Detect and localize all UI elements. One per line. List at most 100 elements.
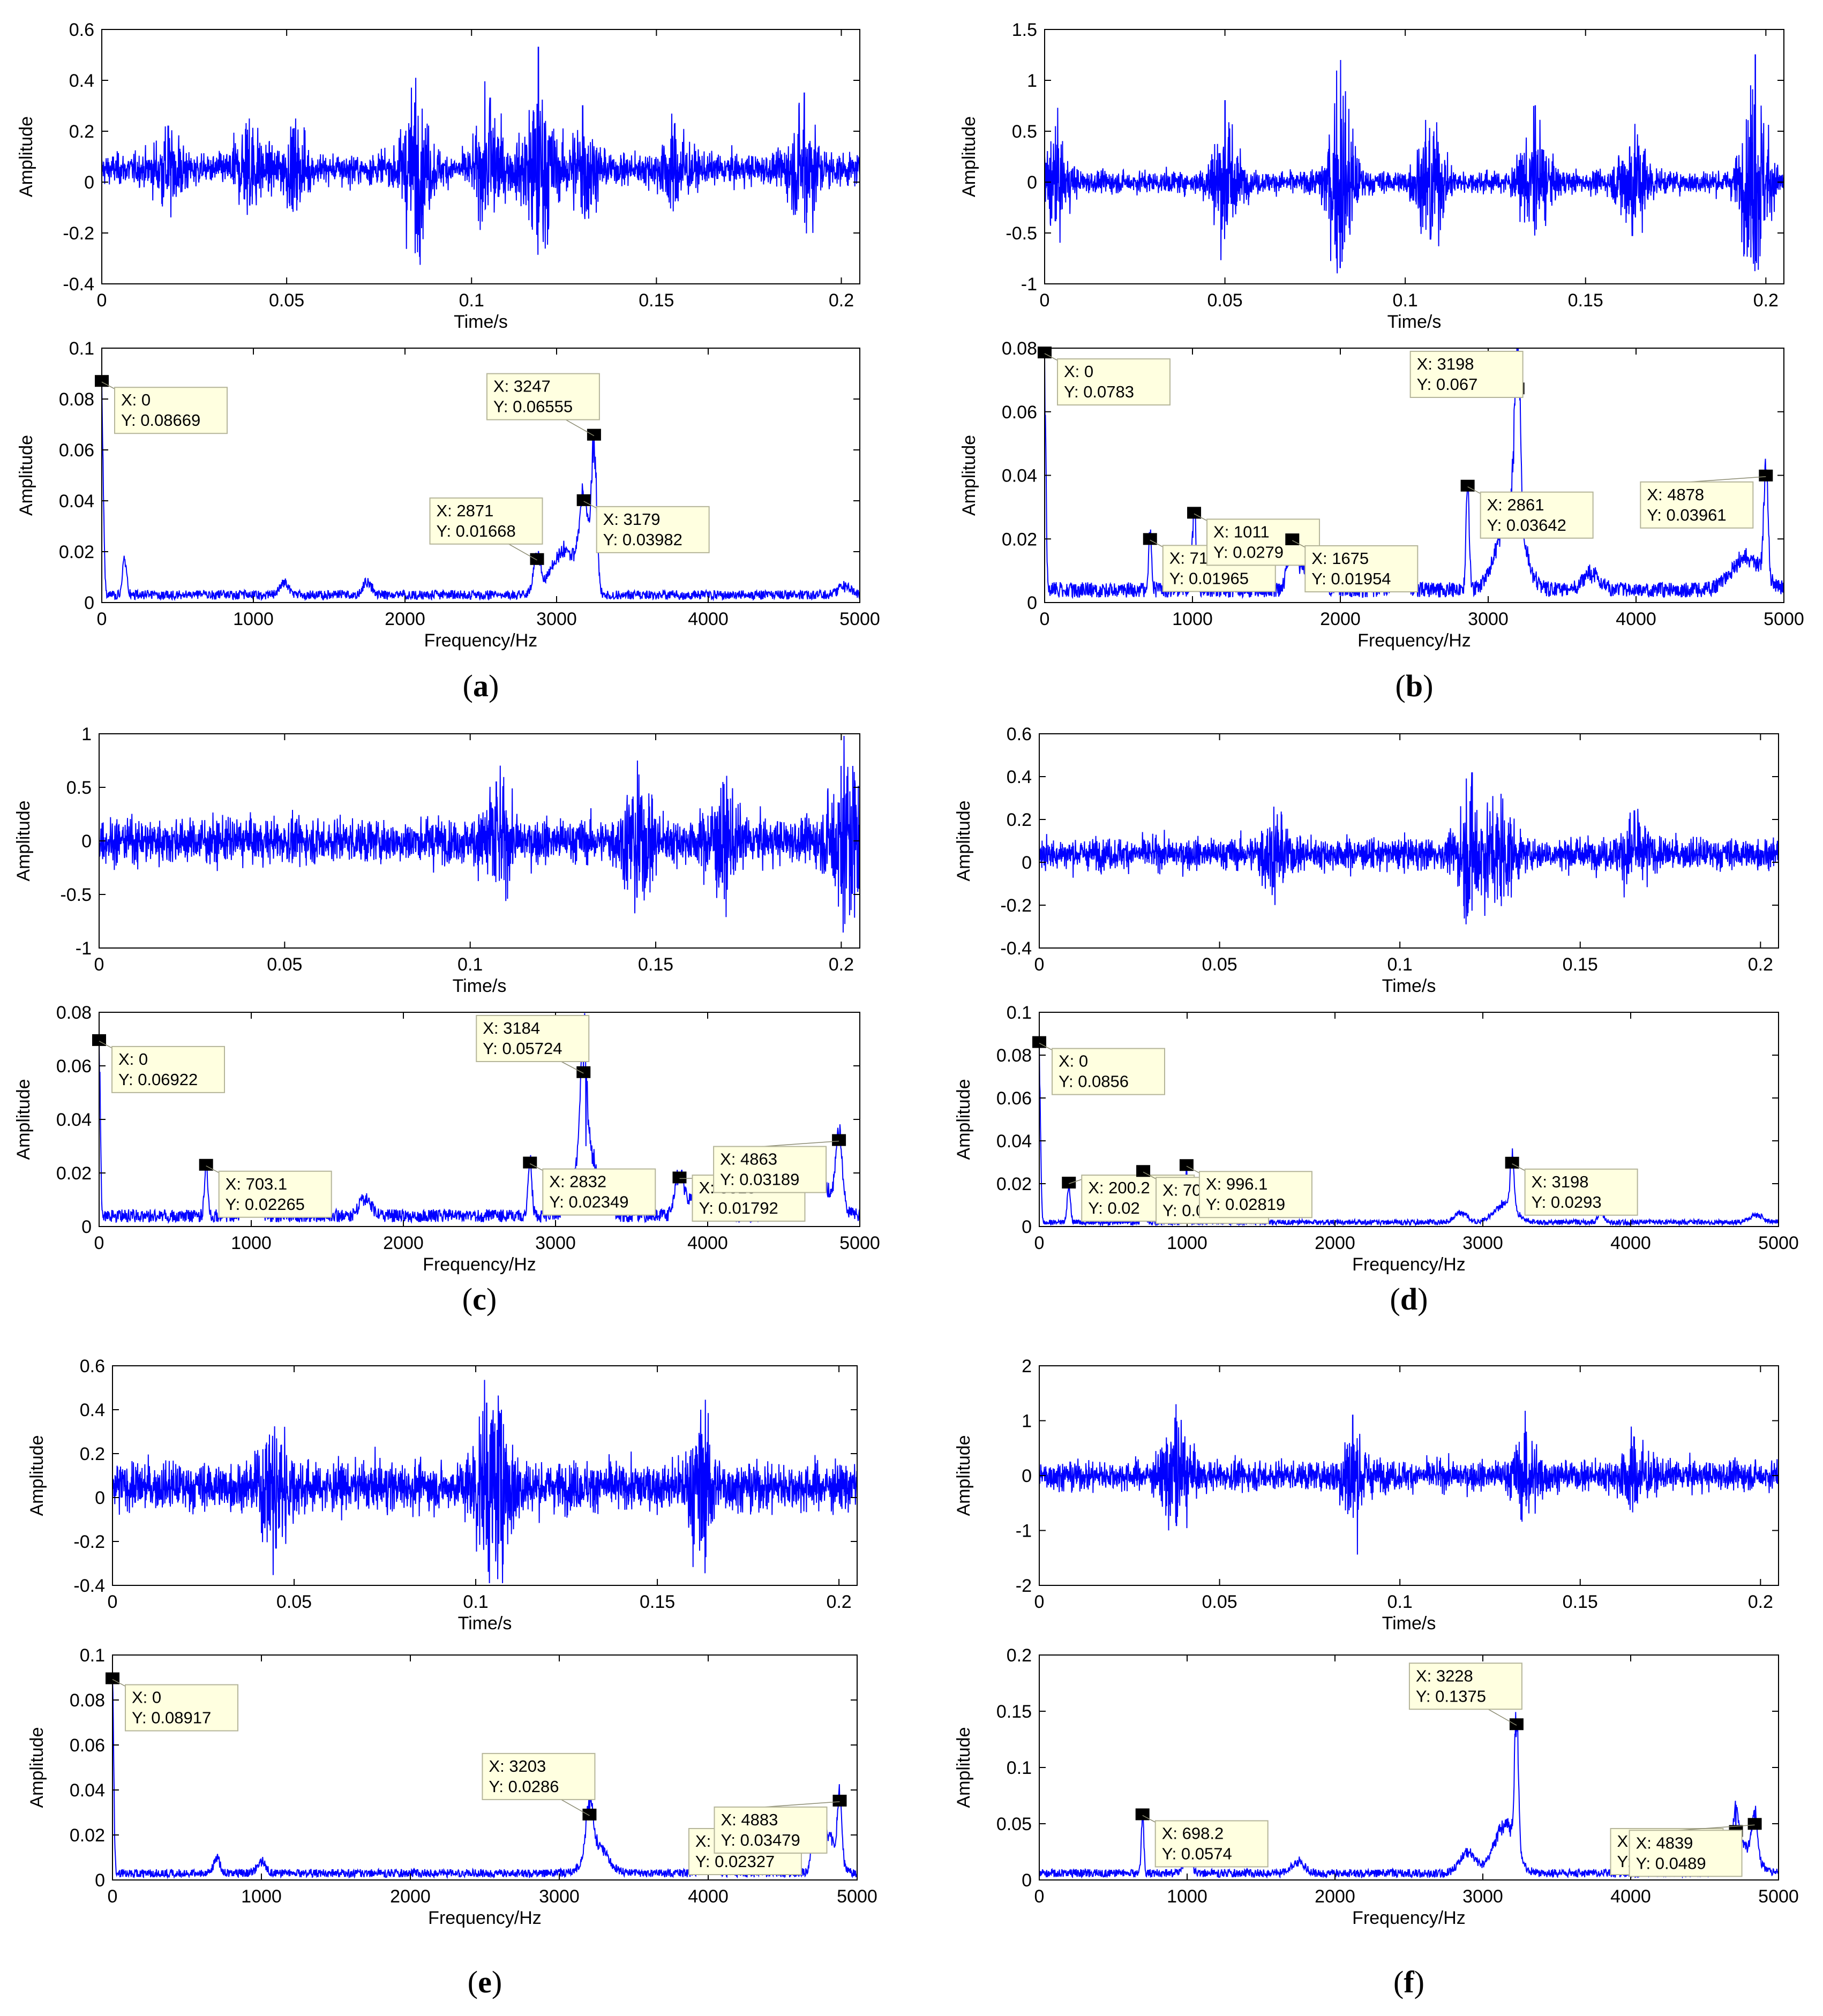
datatip-y-value: Y: 0.0293 — [1532, 1193, 1602, 1212]
y-tick-label: 0 — [1022, 1870, 1032, 1891]
datatip-box[interactable] — [714, 1806, 828, 1854]
y-tick-label: 0.06 — [996, 1088, 1032, 1109]
x-tick-label: 0 — [94, 1233, 104, 1253]
datatip-box[interactable] — [486, 373, 600, 420]
x-tick-label: 4000 — [1610, 1233, 1651, 1253]
datatip-marker[interactable] — [1747, 1818, 1762, 1830]
datatip-box[interactable] — [1629, 1830, 1743, 1877]
y-tick-label: 0.5 — [66, 778, 92, 798]
time-signal-line — [1039, 1404, 1779, 1555]
y-axis-label: Amplitude — [954, 1079, 974, 1160]
y-tick-label: 0.4 — [80, 1400, 105, 1420]
y-tick-label: 0.6 — [80, 1356, 105, 1376]
datatip-x-value: X: 2871 — [436, 501, 493, 520]
x-axis-label: Frequency/Hz — [423, 1254, 536, 1275]
y-tick-label: -0.5 — [1006, 223, 1037, 244]
datatip-y-value: Y: 0.0279 — [1213, 543, 1284, 561]
x-tick-label: 0 — [1034, 1886, 1045, 1907]
datatip-marker[interactable] — [672, 1171, 687, 1184]
x-axis-label: Time/s — [1387, 312, 1442, 332]
datatip-x-value: X: 4839 — [1636, 1833, 1693, 1852]
datatip-box[interactable] — [476, 1015, 590, 1062]
datatip-y-value: Y: 0.0574 — [1162, 1844, 1232, 1863]
datatip-box[interactable] — [542, 1168, 656, 1216]
datatip-box[interactable] — [1304, 545, 1419, 592]
datatip-marker[interactable] — [587, 428, 601, 441]
y-tick-label: 0.4 — [1007, 767, 1032, 787]
datatip-y-value: Y: 0.0783 — [1064, 382, 1134, 401]
datatip-marker[interactable] — [832, 1134, 846, 1146]
datatip-box[interactable] — [1198, 1171, 1312, 1218]
datatip-box[interactable] — [713, 1146, 827, 1193]
datatip-box[interactable] — [1640, 481, 1754, 529]
datatip-box[interactable] — [1480, 491, 1594, 539]
y-axis-label: Amplitude — [16, 435, 36, 516]
x-tick-label: 5000 — [1758, 1886, 1799, 1907]
datatip-box[interactable] — [125, 1684, 238, 1732]
x-tick-label: 0.15 — [1563, 1592, 1598, 1612]
y-tick-label: -0.2 — [73, 1532, 105, 1552]
y-tick-label: 0.04 — [996, 1131, 1032, 1152]
datatip-marker[interactable] — [832, 1794, 847, 1807]
datatip-y-value: Y: 0.1375 — [1416, 1687, 1486, 1705]
y-tick-label: 0.02 — [996, 1174, 1032, 1194]
y-tick-label: 0.08 — [996, 1045, 1032, 1066]
x-tick-label: 0.05 — [1202, 1592, 1237, 1612]
panel-caption: (e) — [468, 1965, 502, 1999]
x-tick-label: 0.05 — [276, 1592, 312, 1612]
datatip-box[interactable] — [1409, 351, 1524, 398]
x-axis-label: Frequency/Hz — [424, 630, 538, 651]
datatip-box[interactable] — [1057, 358, 1171, 406]
x-tick-label: 1000 — [1167, 1233, 1207, 1253]
panel-f: 0 0.05 0.1 0.15 0.2 -2 -1 0 1 2 Time/s Amplitude 0 10… — [954, 1356, 1799, 1999]
datatip-marker[interactable] — [1062, 1177, 1076, 1188]
datatip-y-value: Y: 0.02 — [1088, 1199, 1140, 1217]
x-tick-label: 0 — [97, 609, 107, 629]
x-tick-label: 3000 — [1468, 609, 1509, 629]
datatip-box[interactable] — [429, 497, 543, 545]
y-tick-label: -0.4 — [1000, 938, 1032, 959]
datatip-y-value: Y: 0.06555 — [493, 397, 573, 416]
x-tick-label: 2000 — [1315, 1886, 1355, 1907]
datatip-box[interactable] — [114, 387, 228, 434]
x-tick-label: 0 — [108, 1592, 118, 1612]
datatip-marker[interactable] — [576, 1066, 591, 1078]
x-tick-label: 0.15 — [638, 954, 673, 975]
x-tick-label: 1000 — [233, 609, 274, 629]
y-tick-label: 0.2 — [1007, 1645, 1032, 1666]
axes-frame — [101, 29, 860, 284]
datatip-box[interactable] — [111, 1045, 225, 1093]
y-tick-label: 0 — [84, 593, 94, 613]
datatip-box[interactable] — [1154, 1820, 1269, 1868]
x-axis-label: Time/s — [458, 1613, 512, 1634]
y-tick-label: 0.06 — [1002, 402, 1037, 423]
datatip-x-value: X: 3179 — [603, 510, 661, 529]
x-axis-label: Time/s — [1382, 1613, 1436, 1634]
x-tick-label: 5000 — [839, 1233, 880, 1253]
datatip-box[interactable] — [1206, 518, 1321, 566]
datatip-y-value: Y: 0.08917 — [132, 1708, 211, 1727]
datatip-box[interactable] — [218, 1170, 332, 1218]
datatip-marker[interactable] — [582, 1808, 597, 1821]
datatip-marker[interactable] — [1759, 469, 1773, 482]
y-tick-label: 0.08 — [59, 389, 94, 410]
axes-frame — [112, 1365, 858, 1586]
datatip-box[interactable] — [1524, 1168, 1638, 1216]
x-tick-label: 0.05 — [1202, 954, 1237, 975]
datatip-box[interactable] — [596, 506, 710, 553]
datatip-box[interactable] — [1052, 1048, 1165, 1095]
y-axis-label: Amplitude — [954, 1435, 974, 1516]
x-tick-label: 3000 — [1462, 1233, 1503, 1253]
panel-caption: (a) — [463, 668, 499, 703]
x-tick-label: 0 — [94, 954, 104, 975]
x-tick-label: 1000 — [231, 1233, 272, 1253]
datatip-x-value: X: 3198 — [1532, 1172, 1589, 1191]
datatip-y-value: Y: 0.01965 — [1169, 569, 1249, 588]
datatip-marker[interactable] — [530, 553, 544, 565]
datatip-marker[interactable] — [1509, 1718, 1524, 1731]
x-tick-label: 4000 — [687, 1233, 728, 1253]
y-axis-label: Amplitude — [954, 800, 974, 881]
datatip-box[interactable] — [1408, 1663, 1522, 1710]
datatip-box[interactable] — [482, 1752, 596, 1800]
x-tick-label: 4000 — [1610, 1886, 1651, 1907]
